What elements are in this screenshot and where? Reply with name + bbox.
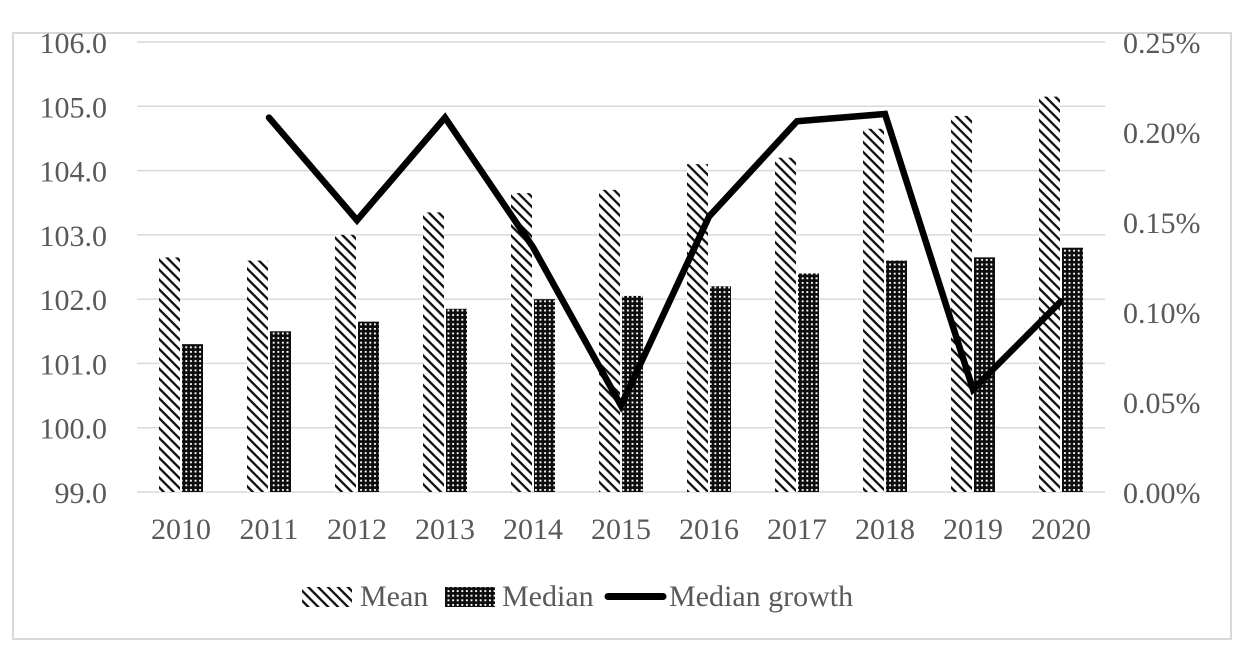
legend-swatch	[302, 587, 352, 607]
bar-mean-2013	[423, 212, 444, 492]
x-axis-tick-label: 2019	[943, 513, 1003, 546]
right-axis-tick-label: 0.25%	[1123, 27, 1201, 60]
right-axis-tick-label: 0.20%	[1123, 117, 1201, 150]
bar-median-2012	[358, 321, 379, 492]
x-axis-tick-label: 2013	[415, 513, 475, 546]
bar-median-2011	[270, 331, 291, 492]
left-axis-tick-label: 100.0	[40, 413, 108, 446]
x-axis-tick-label: 2014	[503, 513, 563, 546]
right-axis-tick-label: 0.05%	[1123, 387, 1201, 420]
x-axis-tick-label: 2017	[767, 513, 827, 546]
legend-item-median: Median	[445, 580, 594, 613]
bar-median-2016	[710, 286, 731, 492]
bar-mean-2010	[159, 257, 180, 492]
bar-mean-2020	[1039, 96, 1060, 493]
legend-swatch	[445, 587, 495, 607]
left-axis-tick-label: 104.0	[40, 156, 108, 189]
x-axis-tick-label: 2015	[591, 513, 651, 546]
x-axis-tick-label: 2016	[679, 513, 739, 546]
legend-label: Median growth	[669, 580, 853, 613]
chart-border	[12, 32, 1232, 640]
left-axis-tick-label: 105.0	[40, 91, 108, 124]
bar-median-2018	[886, 260, 907, 492]
x-axis-tick-label: 2018	[855, 513, 915, 546]
bar-mean-2012	[335, 234, 356, 492]
bar-median-2020	[1062, 247, 1083, 492]
bar-mean-2016	[687, 164, 708, 492]
x-axis-tick-label: 2012	[327, 513, 387, 546]
bar-mean-2015	[599, 189, 620, 492]
bar-mean-2018	[863, 128, 884, 493]
legend-item-median-growth: Median growth	[604, 580, 853, 613]
legend-label: Mean	[360, 580, 428, 613]
left-axis-tick-label: 102.0	[40, 284, 108, 317]
x-axis-tick-label: 2011	[240, 513, 299, 546]
bar-median-2013	[446, 308, 467, 492]
left-axis-tick-label: 101.0	[40, 348, 108, 381]
left-axis-tick-label: 106.0	[40, 27, 108, 60]
bar-series-median	[182, 247, 1083, 492]
bar-median-2015	[622, 295, 643, 492]
legend-item-mean: Mean	[302, 580, 428, 613]
bar-mean-2014	[511, 193, 532, 493]
bar-median-2010	[182, 344, 203, 492]
right-axis-tick-label: 0.00%	[1123, 477, 1201, 510]
bar-mean-2019	[951, 115, 972, 492]
bar-median-2017	[798, 273, 819, 492]
x-axis-tick-label: 2020	[1031, 513, 1091, 546]
bar-mean-2011	[247, 260, 268, 492]
left-axis-tick-label: 103.0	[40, 220, 108, 253]
bar-median-2014	[534, 299, 555, 492]
right-axis-tick-label: 0.10%	[1123, 297, 1201, 330]
legend-label: Median	[502, 580, 594, 613]
line-median-growth	[265, 110, 1065, 413]
bar-series-mean	[159, 96, 1060, 493]
right-axis-tick-label: 0.15%	[1123, 207, 1201, 240]
bar-mean-2017	[775, 157, 796, 492]
legend: Mean Median Median growth	[302, 580, 853, 613]
left-axis-tick-label: 99.0	[55, 477, 108, 510]
x-axis-tick-label: 2010	[151, 513, 211, 546]
